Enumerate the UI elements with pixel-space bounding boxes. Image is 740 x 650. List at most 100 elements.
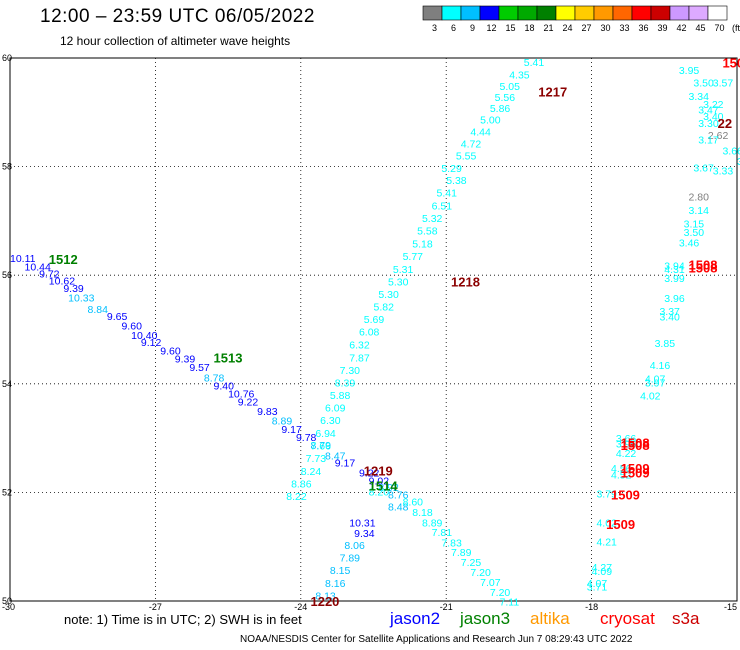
wave-height-reading: 2.62 [708,130,729,142]
wave-height-reading: 4.02 [640,391,661,403]
wave-height-reading: 3.66 [722,145,740,157]
wave-height-reading: 3.22 [703,99,724,111]
wave-height-reading: 9.17 [281,424,302,436]
wave-height-reading: 5.88 [330,390,351,402]
scale-swatch [631,5,652,21]
wave-height-reading: 5.00 [480,114,501,126]
wave-height-reading: 5.41 [437,188,458,200]
wave-height-reading: 3.94 [664,260,685,272]
wave-height-reading: 3.50 [693,77,714,89]
wave-height-reading: 8.76 [388,490,409,502]
wave-height-reading: 10.62 [49,276,75,288]
wave-height-reading: 6.51 [432,201,453,213]
wave-height-reading: 9.60 [160,346,181,358]
wave-height-reading: 9.72 [39,269,60,281]
wave-height-reading: 3.46 [679,238,700,250]
wave-height-reading: 5.05 [500,81,521,93]
track-labels: 1512151315141217121812191220150221508150… [49,55,740,609]
track-id-label: 1217 [538,85,567,100]
scale-tick-label: 27 [581,23,591,33]
scale-tick-label: 3 [432,23,437,33]
wave-height-reading: 8.89 [272,416,293,428]
wave-height-reading: 3.17 [698,134,719,146]
lon-tick-label: -18 [585,602,598,612]
wave-height-reading: 8.86 [291,479,312,491]
footer-note: note: 1) Time is in UTC; 2) SWH is in fe… [64,612,302,627]
wave-height-reading: 8.13 [315,591,336,603]
wave-height-reading: 6.30 [320,415,341,427]
wave-height-reading: 9.78 [296,432,317,444]
wave-height-reading: 7.89 [451,547,472,559]
lon-tick-label: -15 [724,602,737,612]
wave-height-reading: 10.33 [68,292,94,304]
lon-tick-label: -24 [294,602,307,612]
wave-height-reading: 8.39 [335,378,356,390]
scale-swatch [707,5,728,21]
wave-height-reading: 4.31 [664,264,685,276]
wave-height-reading: 3.97 [645,378,666,390]
scale-tick-label: 33 [619,23,629,33]
wave-height-reading: 7.81 [432,527,453,539]
wave-height-reading: 8.15 [330,565,351,577]
wave-height-reading: 8.18 [412,507,433,519]
wave-height-reading: 9.39 [63,283,84,295]
wave-height-reading: 8.79 [310,440,331,452]
wave-height-reading: 5.41 [524,57,545,69]
wave-height-reading: 3.40 [659,311,680,323]
scale-tick-label: 45 [695,23,705,33]
scale-swatch [650,5,671,21]
lat-tick-label: 54 [2,379,12,389]
track-id-label: 1512 [49,252,78,267]
wave-height-reading: 3.37 [659,306,680,318]
wave-height-reading: 7.20 [470,567,491,579]
track-id-label: 1219 [364,464,393,479]
wave-height-reading: 5.18 [412,239,433,251]
wave-height-reading: 5.69 [364,314,385,326]
scale-swatch [612,5,633,21]
wave-height-reading: 8.20 [369,486,390,498]
track-id-label: 1220 [310,594,339,609]
wave-height-reading: 8.24 [301,466,322,478]
wave-height-reading: 3.30 [698,118,719,130]
wave-height-reading: 7.73 [306,453,327,465]
wave-height-reading: 3.79 [596,488,617,500]
track-id-label: 1508 [689,261,718,276]
wave-height-reading: 7.25 [461,557,482,569]
scale-swatch [574,5,595,21]
wave-height-reading: 5.30 [388,277,409,289]
wave-height-reading: 3.67 [693,163,714,175]
wave-height-reading: 5.55 [456,151,477,163]
satellite-legend-cryosat: cryosat [600,609,655,628]
wave-height-reading: 3.66 [616,433,637,445]
scale-tick-label: 30 [600,23,610,33]
wave-height-reading: 4.07 [645,373,666,385]
track-id-label: 1513 [214,351,243,366]
track-id-label: 1508 [689,257,718,272]
scale-swatch [669,5,690,21]
wave-height-reading: 7.20 [490,587,511,599]
wave-height-reading: 8.92 [378,482,399,494]
footer-credit: NOAA/NESDIS Center for Satellite Applica… [240,634,633,645]
page-subtitle: 12 hour collection of altimeter wave hei… [60,34,291,48]
scale-swatch [688,5,709,21]
wave-height-reading: 3.40 [703,111,724,123]
wave-height-reading: 7.87 [349,353,370,365]
wave-height-reading: 9.22 [359,467,380,479]
track-id-label: 1509 [611,488,640,503]
wave-height-reading: 4.02 [596,517,617,529]
lat-tick-label: 60 [2,53,12,63]
track-id-label: 22 [718,116,732,131]
scale-swatch [479,5,500,21]
track-id-label: 1508 [621,435,650,450]
wave-height-reading: 4.22 [616,448,637,460]
lat-tick-label: 52 [2,487,12,497]
wave-height-reading: 10.31 [349,517,375,529]
scale-unit-label: (ft) [732,23,740,33]
track-id-label: 1514 [369,478,399,493]
lon-tick-label: -27 [149,602,162,612]
lat-tick-label: 58 [2,162,12,172]
wave-height-reading: 8.48 [388,502,409,514]
wave-height-reading: 7.07 [480,577,501,589]
scale-swatch [422,5,443,21]
wave-height-reading: 2.80 [689,191,710,203]
